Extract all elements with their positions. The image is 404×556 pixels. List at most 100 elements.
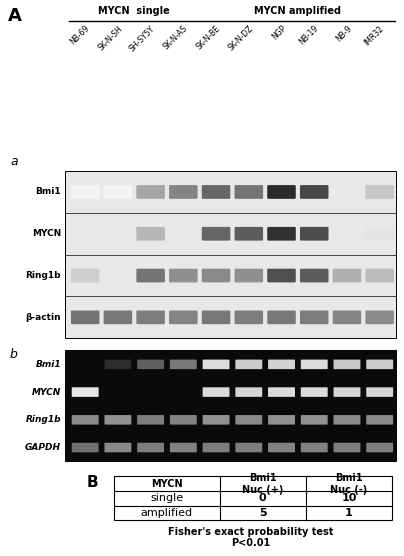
FancyBboxPatch shape: [366, 360, 393, 369]
FancyBboxPatch shape: [332, 185, 361, 199]
FancyBboxPatch shape: [267, 269, 296, 282]
FancyBboxPatch shape: [169, 310, 198, 324]
FancyBboxPatch shape: [137, 415, 164, 425]
FancyBboxPatch shape: [300, 310, 328, 324]
Text: b: b: [10, 348, 18, 361]
Text: SK-N-DZ: SK-N-DZ: [227, 24, 255, 52]
FancyBboxPatch shape: [267, 310, 296, 324]
FancyBboxPatch shape: [170, 415, 197, 425]
Text: Bmi1
Nuc (+): Bmi1 Nuc (+): [242, 473, 284, 494]
FancyBboxPatch shape: [137, 227, 165, 241]
Text: MYCN: MYCN: [32, 388, 61, 396]
FancyBboxPatch shape: [300, 227, 328, 241]
Text: NB-9: NB-9: [334, 24, 354, 43]
Text: SK-N-SH: SK-N-SH: [96, 24, 124, 52]
FancyBboxPatch shape: [365, 227, 394, 241]
FancyBboxPatch shape: [202, 185, 230, 199]
Text: NB-69: NB-69: [69, 24, 92, 47]
FancyBboxPatch shape: [137, 360, 164, 369]
FancyBboxPatch shape: [332, 310, 361, 324]
FancyBboxPatch shape: [267, 185, 296, 199]
FancyBboxPatch shape: [366, 388, 393, 397]
FancyBboxPatch shape: [203, 360, 229, 369]
FancyBboxPatch shape: [301, 443, 328, 453]
Text: Bmi1: Bmi1: [36, 187, 61, 196]
Text: Bmi1: Bmi1: [36, 360, 61, 369]
FancyBboxPatch shape: [170, 360, 197, 369]
Text: Ring1b: Ring1b: [25, 415, 61, 424]
Text: β-actin: β-actin: [25, 313, 61, 322]
FancyBboxPatch shape: [235, 269, 263, 282]
FancyBboxPatch shape: [235, 227, 263, 241]
FancyBboxPatch shape: [105, 443, 131, 453]
FancyBboxPatch shape: [300, 185, 328, 199]
Text: IMR32: IMR32: [363, 24, 386, 47]
FancyBboxPatch shape: [334, 443, 360, 453]
FancyBboxPatch shape: [301, 415, 328, 425]
FancyBboxPatch shape: [365, 269, 394, 282]
FancyBboxPatch shape: [137, 310, 165, 324]
FancyBboxPatch shape: [72, 415, 99, 425]
FancyBboxPatch shape: [137, 185, 165, 199]
Text: SH-SY5Y: SH-SY5Y: [128, 24, 157, 53]
Text: amplified: amplified: [141, 508, 193, 518]
FancyBboxPatch shape: [137, 269, 165, 282]
FancyBboxPatch shape: [267, 227, 296, 241]
FancyBboxPatch shape: [235, 185, 263, 199]
Text: B: B: [86, 475, 98, 490]
Bar: [65, 350, 396, 461]
FancyBboxPatch shape: [268, 415, 295, 425]
FancyBboxPatch shape: [366, 443, 393, 453]
Text: Fisher's exact probability test
P<0.01: Fisher's exact probability test P<0.01: [168, 527, 334, 548]
FancyBboxPatch shape: [137, 443, 164, 453]
Text: SK-N-BE: SK-N-BE: [195, 24, 223, 52]
Text: MYCN amplified: MYCN amplified: [255, 6, 341, 16]
FancyBboxPatch shape: [301, 388, 328, 397]
FancyBboxPatch shape: [71, 185, 99, 199]
FancyBboxPatch shape: [366, 415, 393, 425]
FancyBboxPatch shape: [301, 360, 328, 369]
FancyBboxPatch shape: [203, 415, 229, 425]
FancyBboxPatch shape: [235, 310, 263, 324]
FancyBboxPatch shape: [334, 360, 360, 369]
FancyBboxPatch shape: [300, 269, 328, 282]
FancyBboxPatch shape: [202, 227, 230, 241]
Text: NB-19: NB-19: [298, 24, 321, 47]
Text: SK-N-AS: SK-N-AS: [162, 24, 190, 52]
FancyBboxPatch shape: [203, 388, 229, 397]
FancyBboxPatch shape: [365, 310, 394, 324]
FancyBboxPatch shape: [170, 443, 197, 453]
Text: 0: 0: [259, 493, 267, 503]
FancyBboxPatch shape: [169, 269, 198, 282]
Text: 1: 1: [345, 508, 353, 518]
FancyBboxPatch shape: [332, 269, 361, 282]
FancyBboxPatch shape: [71, 269, 99, 282]
FancyBboxPatch shape: [169, 185, 198, 199]
FancyBboxPatch shape: [72, 388, 99, 397]
FancyBboxPatch shape: [268, 388, 295, 397]
FancyBboxPatch shape: [236, 360, 262, 369]
Text: GAPDH: GAPDH: [25, 443, 61, 452]
FancyBboxPatch shape: [202, 310, 230, 324]
FancyBboxPatch shape: [104, 310, 132, 324]
Text: MYCN: MYCN: [32, 229, 61, 239]
FancyBboxPatch shape: [105, 415, 131, 425]
FancyBboxPatch shape: [203, 443, 229, 453]
Text: A: A: [8, 7, 22, 25]
Text: 5: 5: [259, 508, 267, 518]
FancyBboxPatch shape: [268, 443, 295, 453]
FancyBboxPatch shape: [72, 443, 99, 453]
FancyBboxPatch shape: [334, 415, 360, 425]
FancyBboxPatch shape: [104, 185, 132, 199]
Text: Bmi1
Nuc (-): Bmi1 Nuc (-): [330, 473, 368, 494]
Text: MYCN  single: MYCN single: [99, 6, 170, 16]
Text: 10: 10: [341, 493, 357, 503]
FancyBboxPatch shape: [236, 415, 262, 425]
FancyBboxPatch shape: [365, 185, 394, 199]
Bar: [65, 171, 396, 338]
FancyBboxPatch shape: [268, 360, 295, 369]
Text: single: single: [150, 493, 183, 503]
FancyBboxPatch shape: [236, 443, 262, 453]
Text: NGP: NGP: [270, 24, 288, 42]
FancyBboxPatch shape: [202, 269, 230, 282]
